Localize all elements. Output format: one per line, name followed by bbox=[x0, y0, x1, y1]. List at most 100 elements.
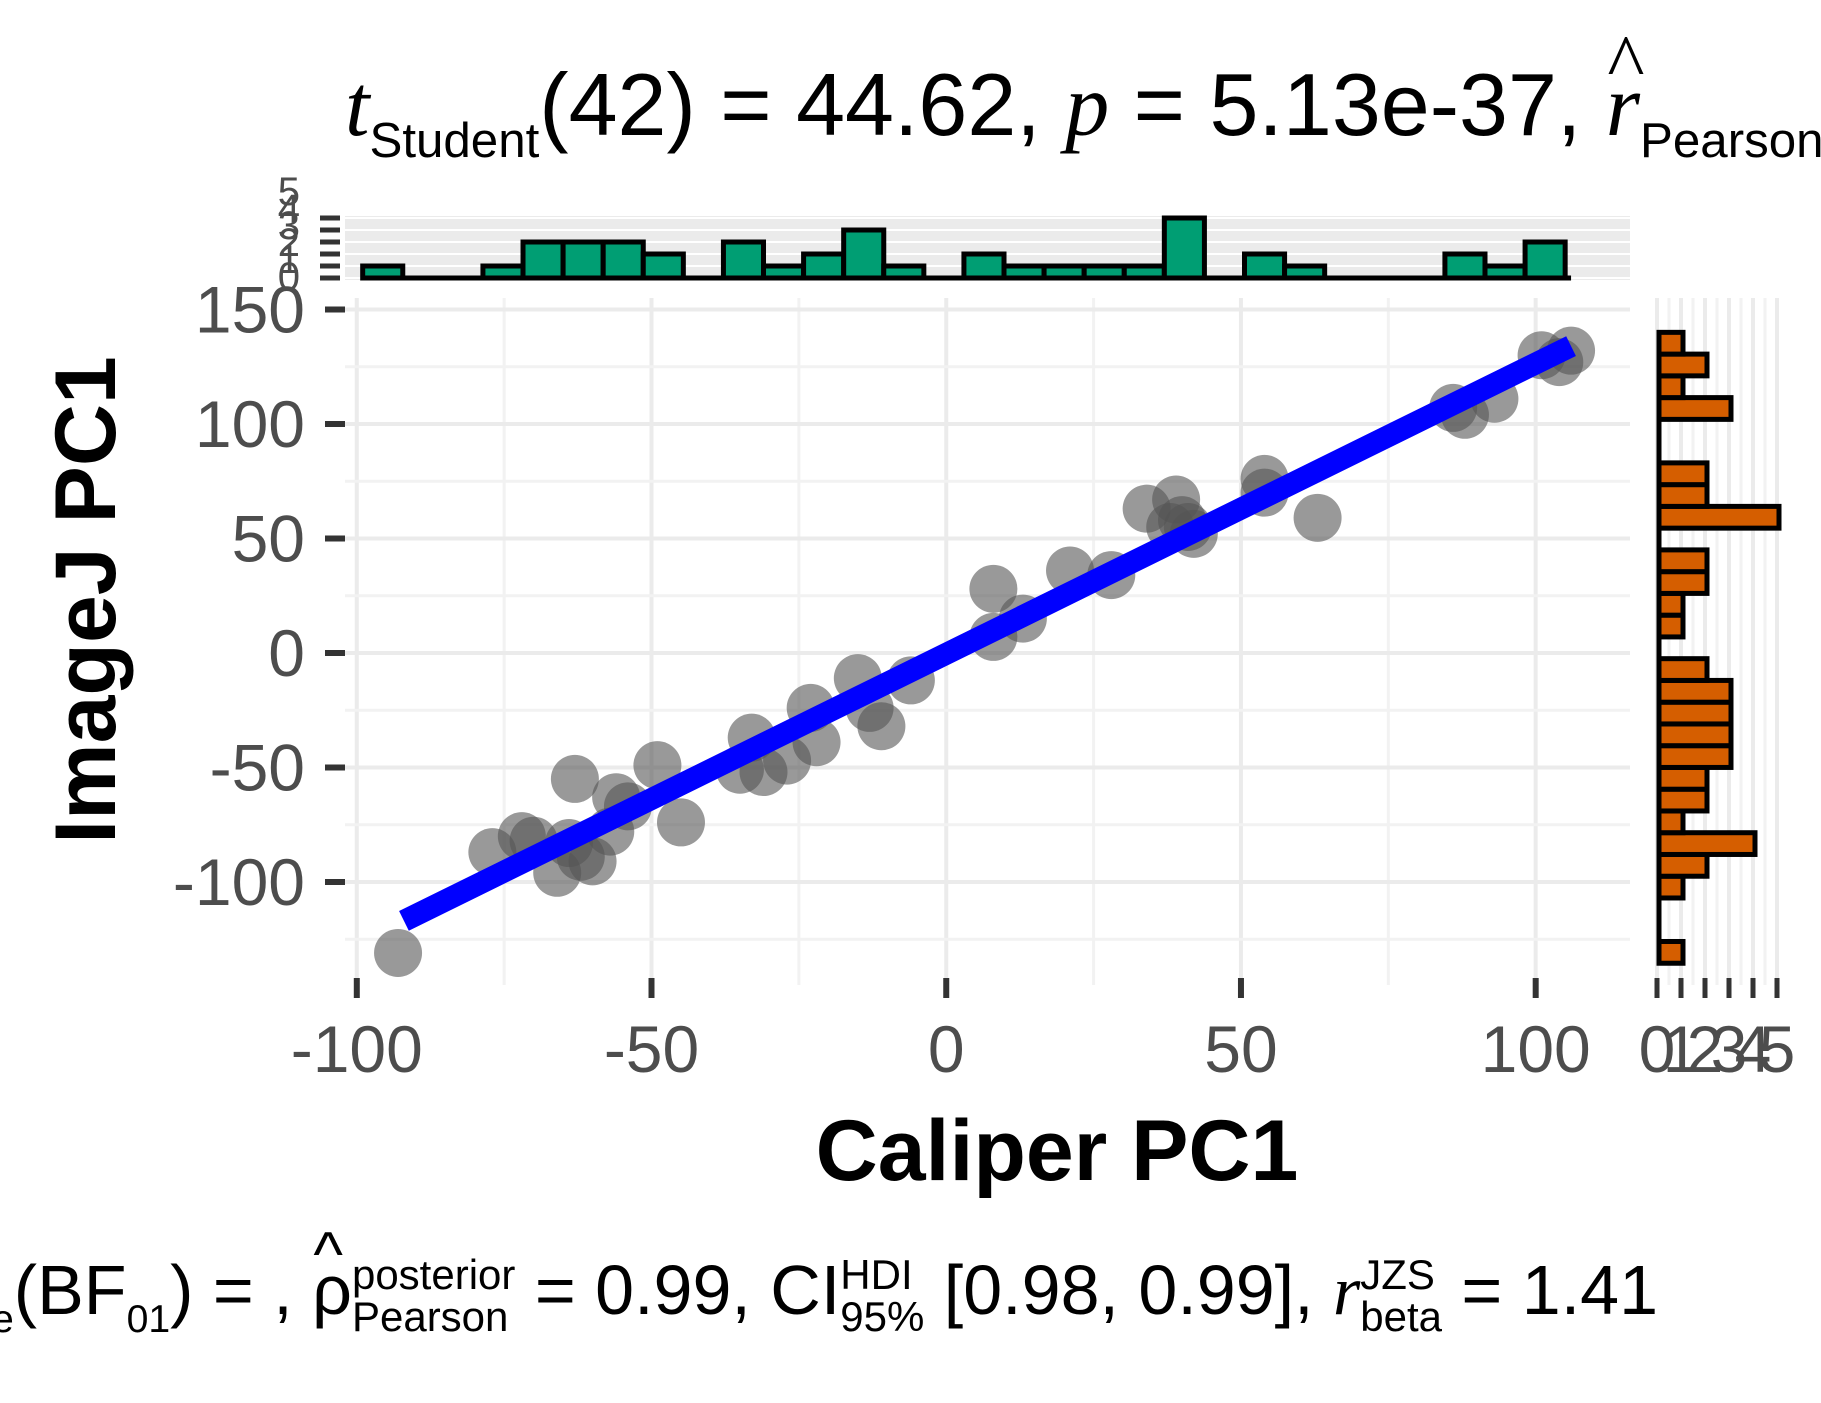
main-panel bbox=[345, 298, 1630, 985]
caption-r-sub: beta bbox=[1360, 1292, 1442, 1340]
right-histogram-bar bbox=[1656, 721, 1734, 749]
caption-ci-sub: 95% bbox=[840, 1292, 925, 1340]
top-histogram-tick-label: 3 bbox=[278, 204, 300, 248]
right-histogram-bar bbox=[1656, 460, 1710, 488]
caption-r-sup: JZS bbox=[1360, 1250, 1435, 1298]
top-histogram-bar bbox=[1041, 263, 1087, 281]
caption-rho-sub: Pearson bbox=[351, 1292, 509, 1340]
top-histogram-tick-label: 5 bbox=[278, 170, 300, 214]
right-histogram-bar bbox=[1656, 656, 1710, 683]
right-histogram-bar bbox=[1656, 938, 1686, 966]
top-histogram-bar bbox=[600, 239, 646, 281]
top-histogram-tick-label: 2 bbox=[278, 221, 300, 265]
top-histogram-bar bbox=[1242, 251, 1288, 281]
top-histogram-bar bbox=[360, 263, 406, 281]
data-point bbox=[550, 754, 599, 803]
right-histogram-bar bbox=[1656, 808, 1686, 836]
title-p-label: p bbox=[1065, 58, 1110, 155]
x-axis-label: Caliper PC1 bbox=[816, 1103, 1299, 1199]
y-tick-label: 150 bbox=[195, 272, 305, 346]
axes: -100 -50 0 50 100 -100 -50 0 50 100 150 bbox=[173, 272, 1591, 1086]
right-histogram-bar bbox=[1656, 351, 1710, 379]
chart-title: tStudent(42) = 44.62, p = 5.13e-37, rPea… bbox=[0, 8, 1821, 174]
x-tick-label: 50 bbox=[1204, 1012, 1277, 1086]
right-histogram-bar bbox=[1656, 851, 1710, 879]
caption-rho-sup: posterior bbox=[351, 1250, 516, 1298]
top-histogram-bar bbox=[841, 227, 887, 281]
regression-line bbox=[399, 336, 1576, 931]
x-tick-label: 100 bbox=[1481, 1012, 1591, 1086]
y-tick-label: -50 bbox=[210, 730, 305, 804]
top-histogram-bar bbox=[1522, 239, 1568, 281]
right-histogram-bar bbox=[1656, 395, 1734, 422]
right-histogram-bar bbox=[1656, 329, 1686, 357]
x-tick-label: -50 bbox=[604, 1012, 699, 1086]
right-histogram-bar bbox=[1656, 699, 1734, 727]
right-histogram-tick-label: 4 bbox=[1735, 1012, 1772, 1086]
right-histogram-bar bbox=[1656, 786, 1710, 814]
top-histogram-bar bbox=[1001, 263, 1047, 281]
right-histogram-tick-label: 2 bbox=[1687, 1012, 1724, 1086]
right-histogram-tick-label: 1 bbox=[1663, 1012, 1700, 1086]
right-histogram-tick-label: 5 bbox=[1759, 1012, 1796, 1086]
y-tick-label: 0 bbox=[268, 616, 305, 690]
top-histogram-bar bbox=[961, 251, 1007, 281]
caption-r-value: = 1.41 bbox=[1441, 1251, 1658, 1329]
top-histogram-bar bbox=[801, 251, 847, 281]
data-point bbox=[857, 702, 906, 751]
top-histogram-bar bbox=[520, 239, 566, 281]
top-histogram-bar bbox=[480, 263, 526, 281]
top-histogram-bar bbox=[1161, 215, 1207, 281]
top-histogram-bar bbox=[560, 239, 606, 281]
top-histogram-bar bbox=[1121, 263, 1167, 281]
top-histogram-bar bbox=[1482, 263, 1528, 281]
caption-ci-value: [0.98, 0.99], bbox=[924, 1251, 1333, 1329]
top-histogram-bar bbox=[881, 263, 927, 281]
caption-bf-sub: 01 bbox=[126, 1297, 171, 1341]
right-histogram-bar bbox=[1656, 569, 1710, 596]
top-histogram-bar bbox=[1282, 263, 1328, 281]
title-t-label: t bbox=[345, 58, 370, 155]
data-point bbox=[633, 741, 682, 790]
right-histogram-bar bbox=[1656, 677, 1734, 705]
top-histogram-tick-label: 0 bbox=[278, 255, 300, 299]
title-r-sub: Pearson bbox=[1640, 113, 1821, 169]
top-histogram-bar bbox=[720, 239, 767, 281]
right-histogram-bar bbox=[1656, 830, 1758, 857]
top-histogram-tick-label: 4 bbox=[278, 187, 300, 231]
caption-rho: ρ bbox=[312, 1200, 352, 1345]
right-histogram-tick-label: 0 bbox=[1639, 1012, 1676, 1086]
right-histogram-bar bbox=[1656, 503, 1782, 531]
y-tick-label: -100 bbox=[173, 845, 305, 919]
data-point bbox=[1293, 493, 1342, 542]
y-tick-label: 100 bbox=[195, 387, 305, 461]
caption-bf-close: ) = , bbox=[170, 1251, 313, 1329]
caption-bf-open: (BF bbox=[13, 1251, 127, 1329]
x-tick-label: -100 bbox=[291, 1012, 423, 1086]
right-histogram-bar bbox=[1656, 612, 1686, 640]
data-point bbox=[374, 928, 423, 977]
title-t-sub: Student bbox=[369, 113, 540, 169]
right-histogram-bar bbox=[1656, 764, 1710, 792]
caption-log-sub: e bbox=[0, 1297, 14, 1341]
caption-ci-sup: HDI bbox=[840, 1250, 913, 1298]
caption-rho-value: = 0.99, CI bbox=[515, 1251, 841, 1329]
right-histogram-bar bbox=[1656, 482, 1710, 509]
data-point bbox=[969, 564, 1018, 613]
data-point bbox=[656, 798, 705, 847]
right-histogram-bar bbox=[1656, 373, 1686, 401]
title-df: (42) bbox=[539, 55, 696, 154]
right-histogram-tick-label: 3 bbox=[1711, 1012, 1748, 1086]
right-histogram-bar bbox=[1656, 873, 1686, 901]
title-p-value: = 5.13e-37, bbox=[1109, 55, 1606, 154]
right-histogram-bar bbox=[1656, 743, 1734, 770]
y-tick-label: 50 bbox=[232, 501, 305, 575]
top-histogram-bar bbox=[640, 251, 686, 281]
top-histogram-bar bbox=[1442, 251, 1488, 281]
top-histogram-bar bbox=[1081, 263, 1127, 281]
